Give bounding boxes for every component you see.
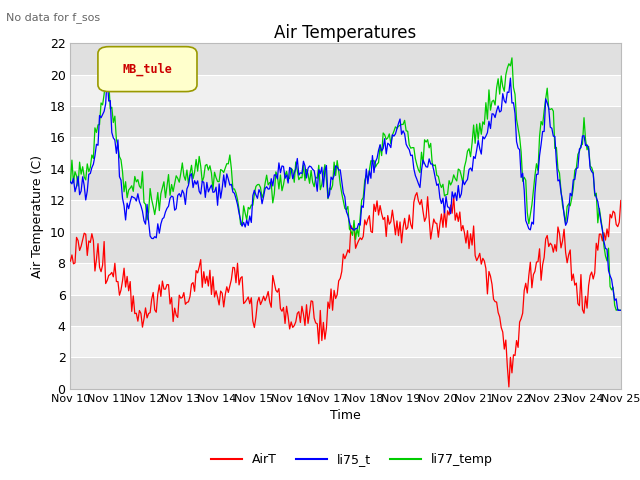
li77_temp [617,307,625,313]
li75_t [103,74,111,80]
Bar [70,232,621,263]
AirT [307,298,315,304]
Title: Air Temperatures: Air Temperatures [275,24,417,42]
AirT [258,298,266,304]
AirT [589,276,597,282]
li75_t [250,187,258,193]
AirT [505,384,513,390]
li77_temp [249,203,257,208]
li75_t [588,168,595,174]
AirT [230,265,238,271]
li75_t [617,307,625,313]
li77_temp [134,177,141,182]
AirT [67,258,74,264]
Line: AirT: AirT [70,192,621,387]
Line: li77_temp: li77_temp [70,58,621,310]
li77_temp [258,195,266,201]
li75_t [260,193,268,199]
Bar [70,295,621,326]
X-axis label: Time: Time [330,409,361,422]
Bar [70,43,621,74]
li75_t [308,167,316,172]
Bar [70,74,621,106]
li77_temp [612,307,620,313]
Bar [70,106,621,137]
AirT [617,198,625,204]
AirT [134,318,141,324]
Bar [70,263,621,295]
Y-axis label: Air Temperature (C): Air Temperature (C) [31,155,44,277]
Line: li75_t: li75_t [70,77,621,310]
li77_temp [307,168,315,173]
li77_temp [508,55,516,61]
li77_temp [230,186,238,192]
Text: MB_tule: MB_tule [122,62,172,76]
li75_t [232,196,240,202]
AirT [413,190,420,195]
Bar [70,169,621,200]
li75_t [136,199,143,204]
Text: No data for f_sos: No data for f_sos [6,12,100,23]
li77_temp [67,180,74,186]
AirT [249,318,257,324]
Bar [70,326,621,358]
li77_temp [588,165,595,170]
Bar [70,200,621,232]
li75_t [67,179,74,185]
li75_t [614,307,621,313]
Legend: AirT, li75_t, li77_temp: AirT, li75_t, li77_temp [206,448,498,471]
Bar [70,358,621,389]
Bar [70,137,621,169]
FancyBboxPatch shape [98,47,197,92]
